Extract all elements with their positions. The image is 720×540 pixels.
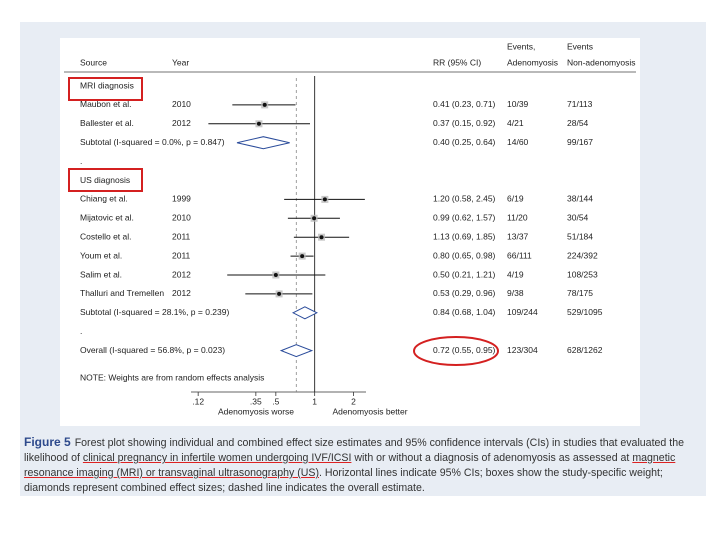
header-events-a: Events, bbox=[507, 41, 535, 51]
rr-label: 0.80 (0.65, 0.98) bbox=[433, 250, 496, 260]
events-adenomyosis: 109/244 bbox=[507, 307, 538, 317]
source-label: . bbox=[80, 326, 82, 336]
highlight-box bbox=[68, 77, 143, 101]
source-label: Mijatovic et al. bbox=[80, 213, 134, 223]
events-non-adenomyosis: 224/392 bbox=[567, 250, 598, 260]
rr-label: 0.37 (0.15, 0.92) bbox=[433, 118, 496, 128]
source-label: Maubon et al. bbox=[80, 99, 132, 109]
caption-text: magnetic resonance imaging (MRI) or tran… bbox=[24, 452, 676, 479]
x-tick-label: .5 bbox=[272, 396, 279, 406]
x-tick-label: .35 bbox=[250, 396, 262, 406]
source-label: Subtotal (I-squared = 28.1%, p = 0.239) bbox=[80, 307, 229, 317]
rr-label: 0.53 (0.29, 0.96) bbox=[433, 288, 496, 298]
diamond bbox=[236, 136, 290, 150]
year: 2011 bbox=[172, 231, 191, 241]
x-tick-label: 2 bbox=[351, 396, 356, 406]
year: 1999 bbox=[172, 194, 191, 204]
header-events-n: Non-adenomyosis bbox=[567, 57, 636, 67]
events-adenomyosis: 10/39 bbox=[507, 99, 529, 109]
events-non-adenomyosis: 99/167 bbox=[567, 137, 593, 147]
point-estimate bbox=[256, 121, 261, 126]
caption-text: with or without a diagnosis of adenomyos… bbox=[351, 452, 633, 464]
caption: Figure 5 Forest plot showing individual a… bbox=[24, 435, 700, 496]
caption-label: Figure 5 bbox=[24, 435, 71, 449]
group-label: MRI diagnosis bbox=[80, 80, 134, 90]
rr-label: 1.13 (0.69, 1.85) bbox=[433, 231, 496, 241]
events-adenomyosis: 66/111 bbox=[507, 250, 532, 260]
source-label: Chiang et al. bbox=[80, 194, 128, 204]
source-label: Youm et al. bbox=[80, 250, 122, 260]
rr-label: 0.40 (0.25, 0.64) bbox=[433, 137, 496, 147]
events-adenomyosis: 123/304 bbox=[507, 345, 538, 355]
year: 2012 bbox=[172, 288, 191, 298]
rr-label: 0.50 (0.21, 1.21) bbox=[433, 269, 496, 279]
source-label: Ballester et al. bbox=[80, 118, 134, 128]
highlight-ellipse bbox=[413, 336, 499, 366]
events-non-adenomyosis: 628/1262 bbox=[567, 345, 603, 355]
rr-label: 1.20 (0.58, 2.45) bbox=[433, 194, 496, 204]
year: 2012 bbox=[172, 118, 191, 128]
diamond bbox=[291, 306, 318, 320]
rr-label: 0.99 (0.62, 1.57) bbox=[433, 213, 496, 223]
source-label: Costello et al. bbox=[80, 231, 132, 241]
events-adenomyosis: 6/19 bbox=[507, 194, 524, 204]
caption-text: . Horizontal lines indicate 95% CIs; box… bbox=[24, 467, 663, 494]
point-estimate bbox=[262, 102, 267, 107]
source-label: Overall (I-squared = 56.8%, p = 0.023) bbox=[80, 345, 225, 355]
diamond bbox=[279, 344, 314, 358]
x-axis-label: Adenomyosis worse bbox=[218, 406, 294, 416]
note: NOTE: Weights are from random effects an… bbox=[80, 372, 264, 382]
events-non-adenomyosis: 78/175 bbox=[567, 288, 593, 298]
x-tick-label: 1 bbox=[312, 396, 317, 406]
header-rr: RR (95% CI) bbox=[433, 57, 481, 67]
events-non-adenomyosis: 38/144 bbox=[567, 194, 593, 204]
point-estimate bbox=[300, 254, 305, 259]
events-non-adenomyosis: 108/253 bbox=[567, 269, 598, 279]
year: 2010 bbox=[172, 99, 191, 109]
source-label: . bbox=[80, 156, 82, 166]
group-label: US diagnosis bbox=[80, 175, 130, 185]
caption-text: Forest plot showing individual and combi… bbox=[24, 437, 684, 464]
events-adenomyosis: 14/60 bbox=[507, 137, 529, 147]
year: 2012 bbox=[172, 269, 191, 279]
year: 2011 bbox=[172, 250, 191, 260]
source-label: Thalluri and Tremellen bbox=[80, 288, 164, 298]
events-adenomyosis: 11/20 bbox=[507, 213, 528, 223]
events-non-adenomyosis: 529/1095 bbox=[567, 307, 603, 317]
x-axis-label: Adenomyosis better bbox=[332, 406, 407, 416]
events-non-adenomyosis: 71/113 bbox=[567, 99, 593, 109]
header-source: Source bbox=[80, 57, 107, 67]
events-non-adenomyosis: 30/54 bbox=[567, 213, 589, 223]
rr-label: 0.72 (0.55, 0.95) bbox=[433, 345, 496, 355]
header-year: Year bbox=[172, 57, 189, 67]
events-non-adenomyosis: 28/54 bbox=[567, 118, 589, 128]
source-label: Salim et al. bbox=[80, 269, 122, 279]
point-estimate bbox=[277, 291, 282, 296]
highlight-box bbox=[68, 168, 143, 192]
rr-label: 0.41 (0.23, 0.71) bbox=[433, 99, 496, 109]
events-adenomyosis: 13/37 bbox=[507, 231, 529, 241]
header-events-a: Adenomyosis bbox=[507, 57, 558, 67]
point-estimate bbox=[312, 216, 317, 221]
caption-text: clinical pregnancy in infertile women un… bbox=[82, 452, 352, 464]
events-adenomyosis: 4/21 bbox=[507, 118, 524, 128]
events-adenomyosis: 9/38 bbox=[507, 288, 524, 298]
events-non-adenomyosis: 51/184 bbox=[567, 231, 593, 241]
events-adenomyosis: 4/19 bbox=[507, 269, 524, 279]
rr-label: 0.84 (0.68, 1.04) bbox=[433, 307, 496, 317]
point-estimate bbox=[319, 235, 324, 240]
source-label: Subtotal (I-squared = 0.0%, p = 0.847) bbox=[80, 137, 225, 147]
header-events-n: Events bbox=[567, 41, 593, 51]
point-estimate bbox=[322, 197, 327, 202]
x-tick-label: .12 bbox=[192, 396, 204, 406]
year: 2010 bbox=[172, 213, 191, 223]
plot-background bbox=[60, 38, 640, 426]
point-estimate bbox=[273, 273, 278, 277]
